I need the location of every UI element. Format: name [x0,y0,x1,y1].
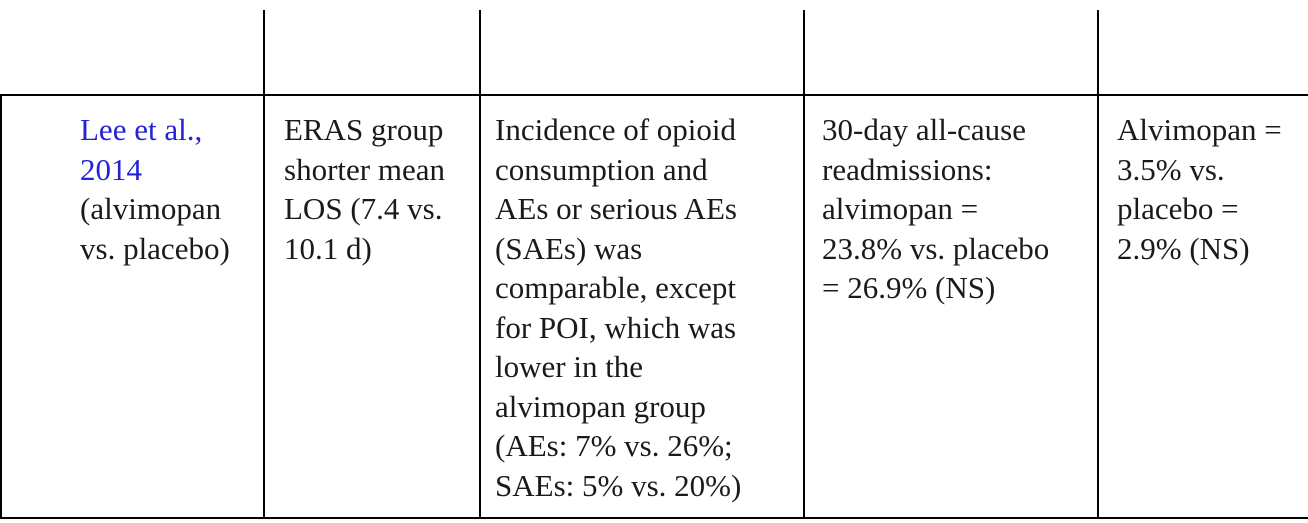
opioid-line-5: comparable, except [495,270,736,305]
cell-last: Alvimopan = 3.5% vs. placebo = 2.9% (NS) [1117,110,1308,268]
column-divider-1 [263,10,265,518]
table-left-border [0,95,2,518]
table-bottom-border [0,517,1308,519]
opioid-line-2: consumption and [495,151,708,187]
los-line-3: LOS (7.4 vs. [284,191,443,226]
readmissions-line-2: readmissions: [822,151,993,187]
opioid-line-7: lower in the [495,349,644,384]
last-line-3: placebo = [1117,191,1239,226]
study-link-line-1[interactable]: Lee et al., [80,112,203,147]
study-line-4: vs. placebo) [80,230,230,266]
column-divider-2 [479,10,481,518]
cell-los: ERAS group shorter mean LOS (7.4 vs. 10.… [284,110,445,268]
los-line-4: 10.1 d) [284,230,372,266]
column-divider-3 [803,10,805,518]
row-divider-top [0,94,1308,96]
last-line-2: 3.5% vs. [1117,151,1225,187]
opioid-line-4: (SAEs) was [495,230,643,266]
los-line-1: ERAS group [284,112,444,147]
opioid-line-9: (AEs: 7% vs. 26%; [495,428,733,463]
opioid-line-3: AEs or serious AEs [495,191,737,226]
readmissions-line-3: alvimopan = [822,191,979,226]
readmissions-line-5: = 26.9% (NS) [822,270,996,305]
los-line-2: shorter mean [284,151,445,187]
cell-readmissions: 30-day all-cause readmissions: alvimopan… [822,110,1049,308]
last-line-1: Alvimopan = [1117,112,1282,147]
opioid-line-10: SAEs: 5% vs. 20%) [495,467,742,503]
opioid-line-6: for POI, which was [495,309,737,345]
study-line-3: (alvimopan [80,191,222,226]
readmissions-line-1: 30-day all-cause [822,112,1026,147]
readmissions-line-4: 23.8% vs. placebo [822,230,1050,266]
column-divider-4 [1097,10,1099,518]
opioid-line-8: alvimopan group [495,388,706,424]
cell-study: Lee et al., 2014 (alvimopan vs. placebo) [80,110,230,268]
opioid-line-1: Incidence of opioid [495,112,737,147]
cell-opioid-aes: Incidence of opioid consumption and AEs … [495,110,741,505]
study-link-line-2[interactable]: 2014 [80,151,142,187]
last-line-4: 2.9% (NS) [1117,230,1250,266]
